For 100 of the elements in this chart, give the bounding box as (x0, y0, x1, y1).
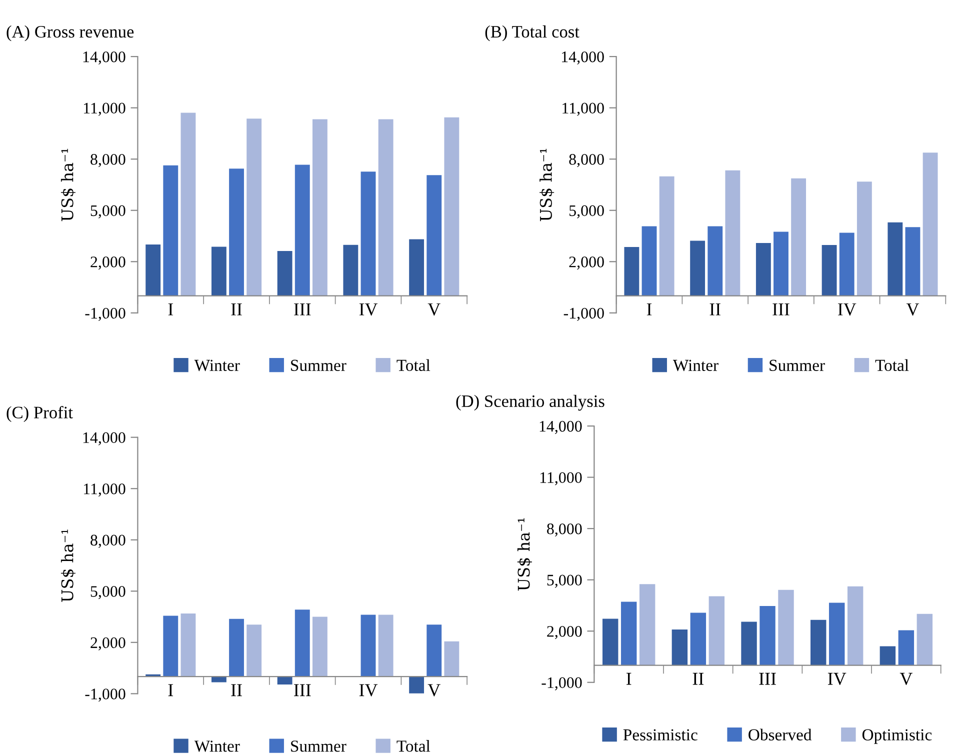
bar (444, 641, 460, 677)
y-axis-title: US$ ha⁻¹ (540, 148, 554, 222)
y-tick-label: 8,000 (90, 534, 126, 548)
bar (163, 616, 178, 677)
bar (642, 226, 657, 296)
bar (312, 119, 328, 296)
bar (229, 168, 244, 296)
legend-label: Observed (748, 728, 812, 740)
x-tick-label: IV (359, 684, 378, 696)
y-tick-label: 11,000 (84, 484, 126, 497)
bar (180, 112, 196, 296)
y-tick-label: 5,000 (90, 205, 126, 218)
x-tick-label: V (900, 672, 912, 686)
chart-title: (D) Scenario analysis (456, 394, 604, 411)
y-tick-label: 5,000 (90, 586, 126, 600)
legend-label: Total (875, 359, 909, 372)
bar (294, 610, 310, 677)
bar (659, 176, 674, 296)
x-tick-label: III (772, 303, 790, 316)
bar (856, 182, 872, 296)
x-tick-label: III (294, 303, 311, 316)
chart-title: (B) Total cost (485, 25, 580, 42)
legend-label: Winter (194, 740, 240, 752)
bar (409, 239, 424, 296)
bar (426, 624, 442, 677)
y-tick-label: 2,000 (90, 637, 126, 650)
bar (246, 624, 262, 677)
bar (620, 602, 637, 666)
bar (360, 614, 376, 677)
y-tick-label: 2,000 (547, 626, 582, 640)
y-tick-label: 11,000 (562, 102, 604, 116)
legend-label: Pessimistic (623, 729, 698, 740)
bar (146, 244, 161, 296)
bar (690, 612, 706, 666)
y-tick-label: -1,000 (85, 688, 126, 702)
bar (708, 596, 725, 666)
y-tick-label: -1,000 (542, 677, 582, 690)
bar (741, 622, 757, 666)
bar (163, 165, 178, 296)
bar (725, 170, 740, 296)
bar (760, 606, 776, 666)
bar (880, 646, 896, 666)
bar (898, 630, 914, 666)
bar (839, 232, 854, 296)
y-tick-label: 5,000 (570, 205, 604, 218)
bar (624, 246, 640, 296)
chart-title: (A) Gross revenue (6, 25, 134, 42)
legend-label: Optimistic (862, 729, 932, 744)
bar (378, 119, 394, 296)
bar (602, 618, 618, 666)
x-tick-label: II (231, 684, 242, 696)
y-tick-label: 5,000 (547, 574, 582, 588)
bar (294, 164, 310, 296)
y-axis-title: US$ ha⁻¹ (60, 148, 76, 222)
bar (378, 614, 394, 677)
y-axis-title: US$ ha⁻¹ (517, 518, 532, 591)
chart-title: (C) Profit (6, 406, 73, 422)
legend-label: Winter (194, 360, 240, 372)
y-tick-label: 11,000 (84, 102, 126, 116)
y-tick-label: 8,000 (569, 154, 604, 168)
bar (708, 226, 723, 296)
bar (211, 246, 226, 296)
y-tick-label: 8,000 (547, 523, 582, 537)
bar (444, 117, 460, 296)
bar (229, 618, 244, 677)
y-tick-label: 2,000 (90, 256, 126, 270)
bar (828, 602, 845, 666)
x-tick-label: I (626, 672, 632, 685)
x-tick-label: II (231, 303, 242, 316)
x-tick-label: III (759, 672, 776, 685)
x-tick-label: IV (359, 303, 378, 316)
bar (916, 614, 933, 666)
y-tick-label: 2,000 (569, 256, 604, 270)
y-axis-title: US$ ha⁻¹ (60, 530, 76, 602)
bar (426, 175, 442, 296)
y-tick-label: 11,000 (540, 472, 582, 486)
y-tick-label: 8,000 (90, 154, 126, 168)
bar (810, 620, 826, 666)
legend-label: Summer (291, 740, 346, 752)
y-tick-label: 14,000 (83, 51, 126, 65)
x-tick-label: I (168, 303, 174, 316)
legend-label: Winter (672, 360, 718, 372)
bar (756, 243, 771, 296)
y-tick-label: 14,000 (540, 420, 582, 434)
legend-label: Total (396, 740, 430, 752)
bar (180, 614, 196, 677)
legend-label: Summer (291, 360, 346, 372)
bar (343, 244, 358, 296)
bar (690, 240, 706, 296)
bar (246, 118, 262, 296)
bar (774, 232, 788, 296)
bar (847, 586, 864, 666)
y-tick-label: 14,000 (83, 432, 126, 446)
x-tick-label: II (710, 303, 720, 316)
legend-label: Total (396, 359, 430, 372)
bar (905, 227, 920, 296)
x-tick-label: I (646, 303, 652, 316)
bar (822, 245, 837, 296)
bar (639, 584, 656, 666)
x-tick-label: I (168, 684, 174, 696)
